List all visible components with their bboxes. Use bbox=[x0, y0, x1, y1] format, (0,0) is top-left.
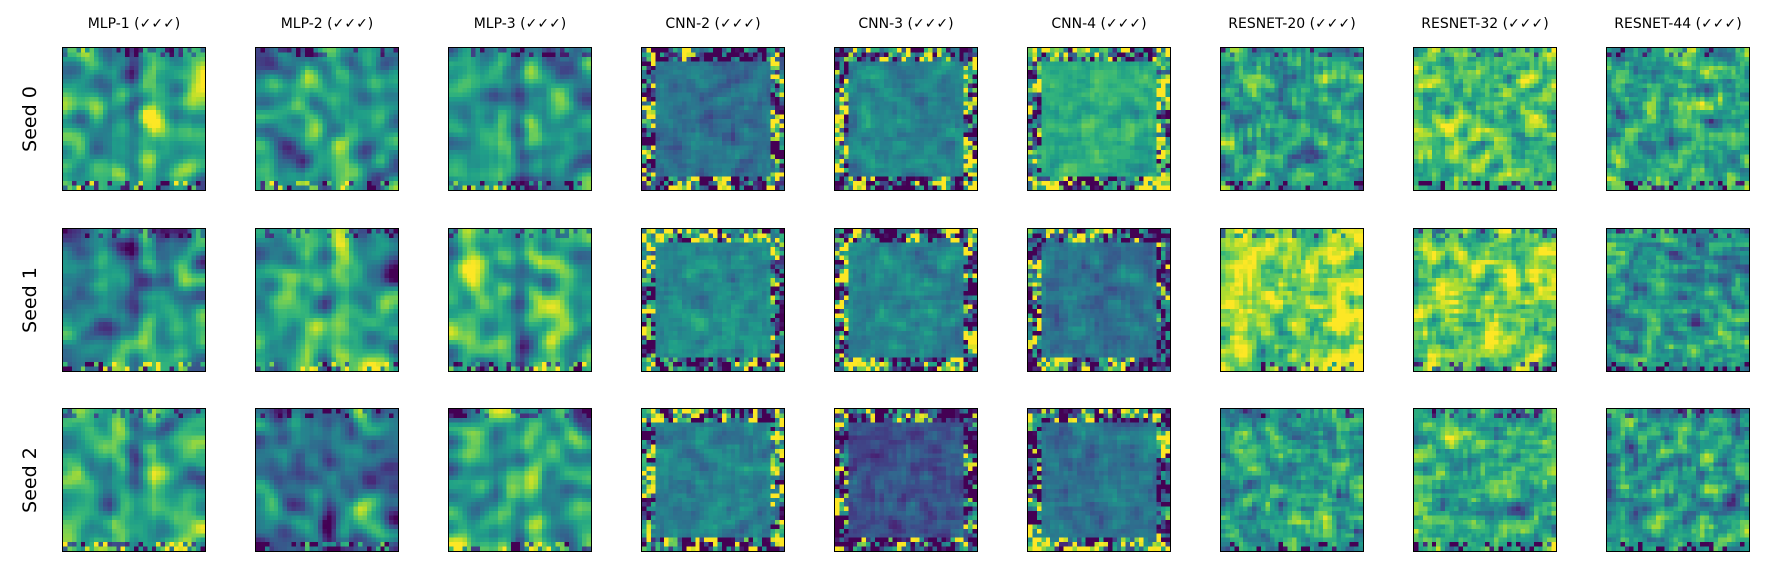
heatmap-image bbox=[449, 409, 591, 551]
heatmap-panel bbox=[255, 408, 399, 552]
heatmap-panel bbox=[1606, 228, 1750, 372]
heatmap-image bbox=[1028, 48, 1170, 190]
heatmap-panel bbox=[834, 408, 978, 552]
heatmap-panel bbox=[641, 47, 785, 191]
column-title: RESNET-20 (✓✓✓) bbox=[1228, 16, 1356, 32]
heatmap-image bbox=[1414, 48, 1556, 190]
heatmap-image bbox=[1414, 229, 1556, 371]
heatmap-panel bbox=[1027, 47, 1171, 191]
column-title: MLP-3 (✓✓✓) bbox=[473, 16, 567, 32]
column-title: CNN-3 (✓✓✓) bbox=[858, 16, 954, 32]
heatmap-panel bbox=[62, 47, 206, 191]
heatmap-panel bbox=[1413, 228, 1557, 372]
heatmap-image bbox=[63, 48, 205, 190]
heatmap-image bbox=[642, 409, 784, 551]
heatmap-image bbox=[1028, 409, 1170, 551]
heatmap-panel bbox=[255, 47, 399, 191]
heatmap-panel bbox=[448, 228, 592, 372]
heatmap-panel bbox=[1220, 408, 1364, 552]
heatmap-panel bbox=[641, 228, 785, 372]
heatmap-panel bbox=[1027, 228, 1171, 372]
heatmap-image bbox=[642, 48, 784, 190]
column-title: CNN-4 (✓✓✓) bbox=[1051, 16, 1147, 32]
heatmap-image bbox=[642, 229, 784, 371]
heatmap-image bbox=[1607, 48, 1749, 190]
column-title: RESNET-32 (✓✓✓) bbox=[1421, 16, 1549, 32]
heatmap-panel bbox=[641, 408, 785, 552]
heatmap-image bbox=[256, 409, 398, 551]
column-title: RESNET-44 (✓✓✓) bbox=[1614, 16, 1742, 32]
heatmap-image bbox=[1028, 229, 1170, 371]
column-title: MLP-1 (✓✓✓) bbox=[87, 16, 181, 32]
heatmap-panel bbox=[255, 228, 399, 372]
heatmap-image bbox=[835, 409, 977, 551]
heatmap-image bbox=[1607, 409, 1749, 551]
column-title: CNN-2 (✓✓✓) bbox=[665, 16, 761, 32]
heatmap-panel bbox=[1220, 47, 1364, 191]
heatmap-panel bbox=[1220, 228, 1364, 372]
heatmap-panel bbox=[834, 228, 978, 372]
heatmap-panel bbox=[62, 228, 206, 372]
heatmap-panel bbox=[1413, 408, 1557, 552]
heatmap-image bbox=[1414, 409, 1556, 551]
heatmap-image bbox=[1221, 229, 1363, 371]
heatmap-image bbox=[449, 48, 591, 190]
heatmap-image bbox=[1607, 229, 1749, 371]
heatmap-panel bbox=[1606, 408, 1750, 552]
heatmap-panel bbox=[448, 47, 592, 191]
heatmap-image bbox=[63, 409, 205, 551]
heatmap-image bbox=[63, 229, 205, 371]
heatmap-image bbox=[835, 229, 977, 371]
heatmap-panel bbox=[834, 47, 978, 191]
column-title: MLP-2 (✓✓✓) bbox=[280, 16, 374, 32]
heatmap-panel bbox=[1606, 47, 1750, 191]
heatmap-image bbox=[256, 48, 398, 190]
heatmap-panel bbox=[62, 408, 206, 552]
heatmap-panel bbox=[1027, 408, 1171, 552]
heatmap-image bbox=[835, 48, 977, 190]
heatmap-panel bbox=[448, 408, 592, 552]
heatmap-image bbox=[256, 229, 398, 371]
heatmap-image bbox=[1221, 48, 1363, 190]
heatmap-image bbox=[449, 229, 591, 371]
heatmap-image bbox=[1221, 409, 1363, 551]
heatmap-panel bbox=[1413, 47, 1557, 191]
